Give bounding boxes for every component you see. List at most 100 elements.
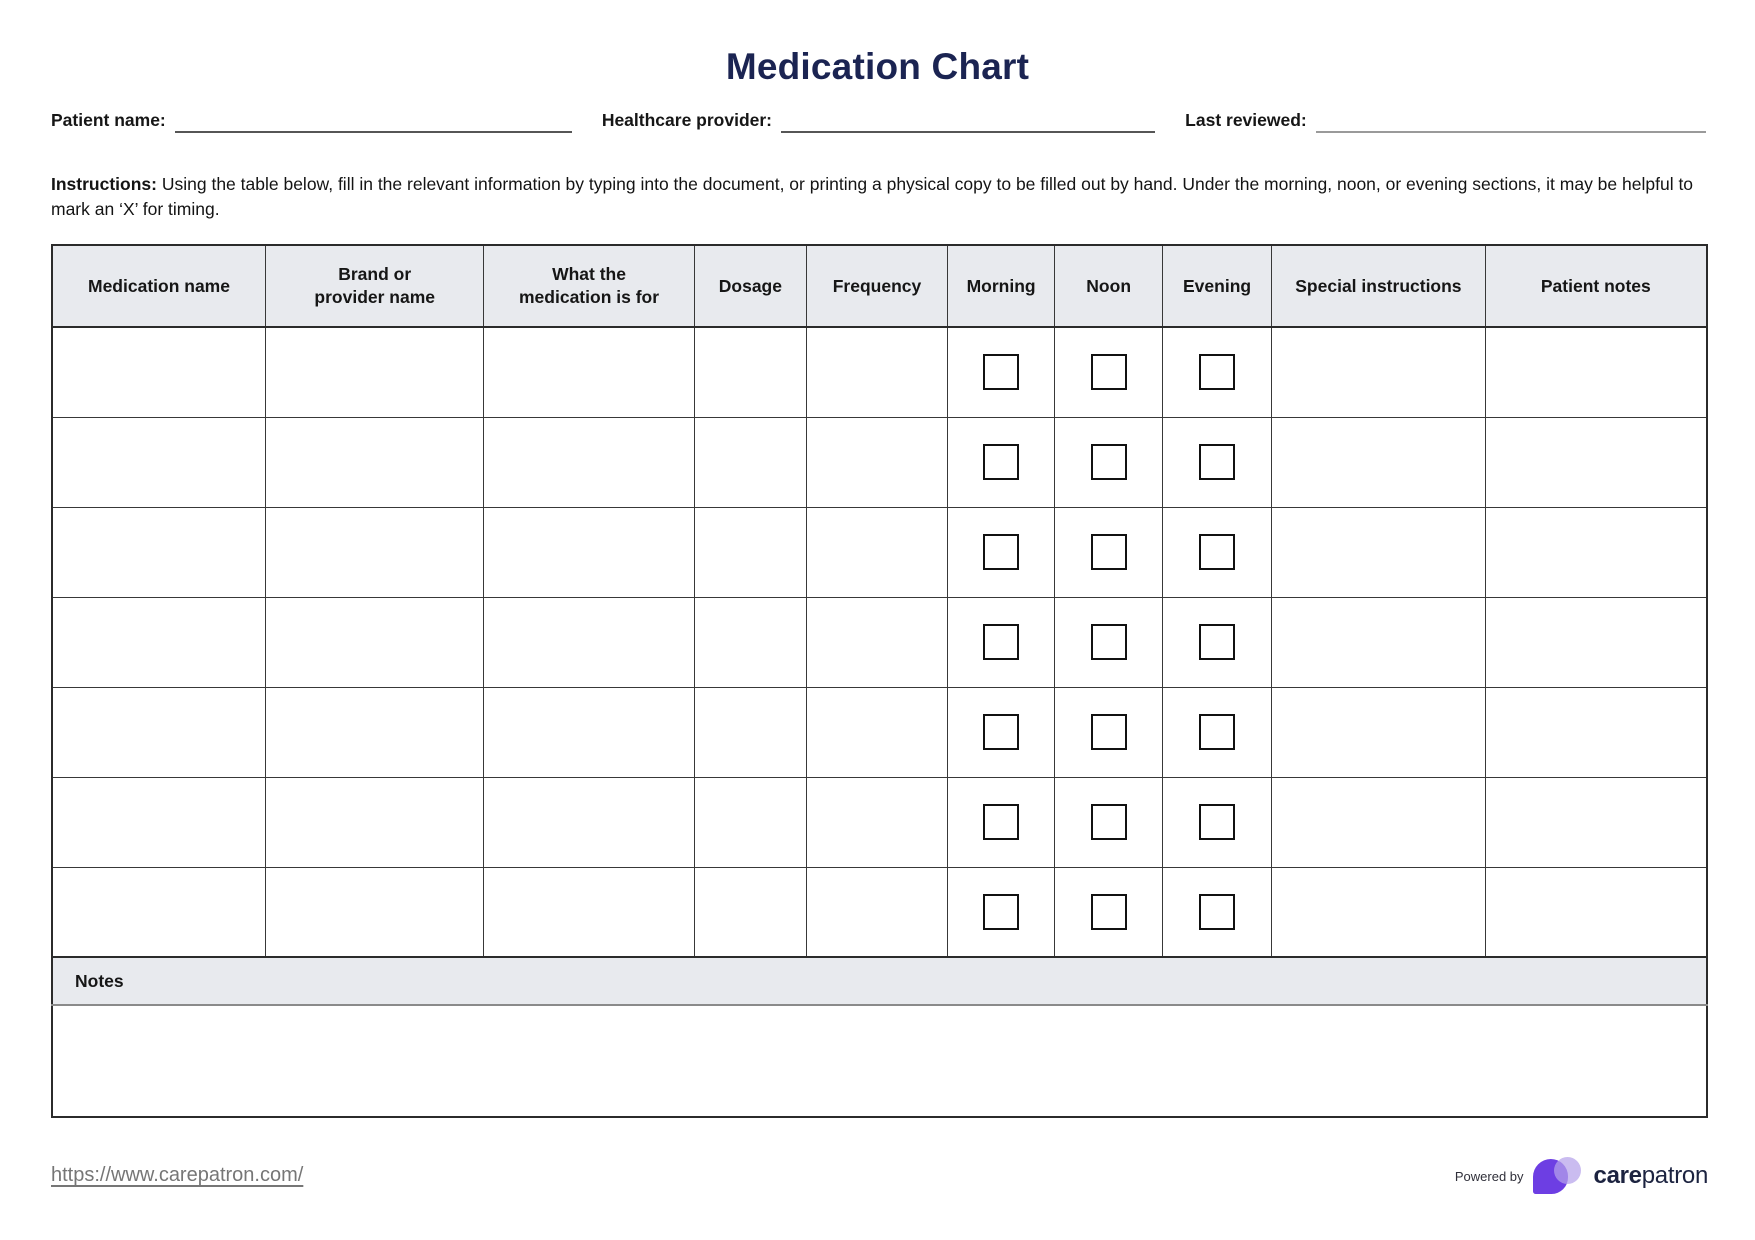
medication-name-cell-row-7[interactable] <box>51 866 266 958</box>
patient-notes-cell-row-6[interactable] <box>1484 776 1708 868</box>
noon-cell-row-5[interactable] <box>1054 686 1163 778</box>
morning-checkbox-row-2[interactable] <box>983 444 1020 480</box>
dosage-cell-row-2[interactable] <box>693 416 808 508</box>
noon-checkbox-row-1[interactable] <box>1090 354 1127 391</box>
frequency-cell-row-7[interactable] <box>806 866 948 958</box>
noon-checkbox-row-4[interactable] <box>1090 624 1127 660</box>
evening-checkbox-row-5[interactable] <box>1199 714 1236 750</box>
noon-cell-row-7[interactable] <box>1054 866 1163 958</box>
noon-checkbox-row-3[interactable] <box>1090 534 1127 570</box>
morning-cell-row-4[interactable] <box>946 596 1056 688</box>
patient-notes-cell-row-1[interactable] <box>1484 326 1708 418</box>
morning-checkbox-row-3[interactable] <box>983 534 1020 570</box>
dosage-cell-row-4[interactable] <box>693 596 808 688</box>
patient-notes-cell-row-7[interactable] <box>1484 866 1708 958</box>
morning-cell-row-3[interactable] <box>946 506 1056 598</box>
morning-cell-row-6[interactable] <box>946 776 1056 868</box>
evening-checkbox-row-6[interactable] <box>1199 804 1236 840</box>
frequency-cell-row-2[interactable] <box>806 416 948 508</box>
evening-checkbox-row-1[interactable] <box>1199 354 1236 391</box>
last-reviewed-input-line[interactable] <box>1315 117 1706 133</box>
noon-checkbox-row-5[interactable] <box>1090 714 1127 750</box>
patient-notes-cell-row-5[interactable] <box>1484 686 1708 778</box>
dosage-cell-row-6[interactable] <box>693 776 808 868</box>
notes-section-label: Notes <box>51 956 1708 1006</box>
medication-name-cell-row-2[interactable] <box>51 416 266 508</box>
notes-input-area[interactable] <box>51 1004 1708 1118</box>
medication-purpose-cell-row-1[interactable] <box>483 326 695 418</box>
brand-provider-name-cell-row-5[interactable] <box>264 686 485 778</box>
brand-provider-name-cell-row-6[interactable] <box>264 776 485 868</box>
patient-notes-cell-row-2[interactable] <box>1484 416 1708 508</box>
healthcare-provider-input-line[interactable] <box>781 117 1156 133</box>
special-instructions-cell-row-4[interactable] <box>1271 596 1486 688</box>
noon-checkbox-row-6[interactable] <box>1090 804 1127 840</box>
medication-purpose-cell-row-3[interactable] <box>483 506 695 598</box>
patient-notes-cell-row-4[interactable] <box>1484 596 1708 688</box>
evening-cell-row-2[interactable] <box>1161 416 1273 508</box>
medication-name-cell-row-6[interactable] <box>51 776 266 868</box>
frequency-cell-row-6[interactable] <box>806 776 948 868</box>
patient-notes-cell-row-3[interactable] <box>1484 506 1708 598</box>
medication-name-cell-row-1[interactable] <box>51 326 266 418</box>
medication-purpose-cell-row-5[interactable] <box>483 686 695 778</box>
evening-cell-row-1[interactable] <box>1161 326 1273 418</box>
noon-checkbox-row-2[interactable] <box>1090 444 1127 480</box>
brand-provider-name-cell-row-1[interactable] <box>264 326 485 418</box>
brand-provider-name-cell-row-3[interactable] <box>264 506 485 598</box>
evening-checkbox-row-4[interactable] <box>1199 624 1236 660</box>
frequency-cell-row-4[interactable] <box>806 596 948 688</box>
column-header-patient-notes: Patient notes <box>1484 244 1708 328</box>
carepatron-link[interactable]: https://www.carepatron.com/ <box>51 1164 304 1186</box>
frequency-cell-row-5[interactable] <box>806 686 948 778</box>
evening-cell-row-4[interactable] <box>1161 596 1273 688</box>
evening-cell-row-6[interactable] <box>1161 776 1273 868</box>
medication-table: Medication name Brand or provider name Wha… <box>51 244 1708 1118</box>
noon-cell-row-4[interactable] <box>1054 596 1163 688</box>
special-instructions-cell-row-5[interactable] <box>1271 686 1486 778</box>
instructions-label: Instructions: <box>51 174 157 194</box>
evening-cell-row-7[interactable] <box>1161 866 1273 958</box>
evening-checkbox-row-2[interactable] <box>1199 444 1236 480</box>
morning-checkbox-row-1[interactable] <box>983 354 1020 391</box>
medication-name-cell-row-4[interactable] <box>51 596 266 688</box>
special-instructions-cell-row-2[interactable] <box>1271 416 1486 508</box>
frequency-cell-row-1[interactable] <box>806 326 948 418</box>
dosage-cell-row-7[interactable] <box>693 866 808 958</box>
special-instructions-cell-row-7[interactable] <box>1271 866 1486 958</box>
frequency-cell-row-3[interactable] <box>806 506 948 598</box>
morning-cell-row-5[interactable] <box>946 686 1056 778</box>
morning-cell-row-7[interactable] <box>946 866 1056 958</box>
evening-cell-row-3[interactable] <box>1161 506 1273 598</box>
morning-checkbox-row-5[interactable] <box>983 714 1020 750</box>
brand-provider-name-cell-row-4[interactable] <box>264 596 485 688</box>
brand-provider-name-cell-row-7[interactable] <box>264 866 485 958</box>
morning-cell-row-2[interactable] <box>946 416 1056 508</box>
medication-purpose-cell-row-2[interactable] <box>483 416 695 508</box>
morning-checkbox-row-7[interactable] <box>983 893 1020 930</box>
medication-purpose-cell-row-4[interactable] <box>483 596 695 688</box>
noon-checkbox-row-7[interactable] <box>1090 893 1127 930</box>
evening-cell-row-5[interactable] <box>1161 686 1273 778</box>
evening-checkbox-row-3[interactable] <box>1199 534 1236 570</box>
special-instructions-cell-row-3[interactable] <box>1271 506 1486 598</box>
noon-cell-row-3[interactable] <box>1054 506 1163 598</box>
morning-checkbox-row-4[interactable] <box>983 624 1020 660</box>
dosage-cell-row-1[interactable] <box>693 326 808 418</box>
noon-cell-row-2[interactable] <box>1054 416 1163 508</box>
evening-checkbox-row-7[interactable] <box>1199 893 1236 930</box>
special-instructions-cell-row-6[interactable] <box>1271 776 1486 868</box>
medication-name-cell-row-3[interactable] <box>51 506 266 598</box>
medication-purpose-cell-row-6[interactable] <box>483 776 695 868</box>
morning-checkbox-row-6[interactable] <box>983 804 1020 840</box>
special-instructions-cell-row-1[interactable] <box>1271 326 1486 418</box>
medication-purpose-cell-row-7[interactable] <box>483 866 695 958</box>
dosage-cell-row-5[interactable] <box>693 686 808 778</box>
dosage-cell-row-3[interactable] <box>693 506 808 598</box>
patient-name-input-line[interactable] <box>174 117 572 133</box>
medication-name-cell-row-5[interactable] <box>51 686 266 778</box>
brand-provider-name-cell-row-2[interactable] <box>264 416 485 508</box>
morning-cell-row-1[interactable] <box>946 326 1056 418</box>
noon-cell-row-1[interactable] <box>1054 326 1163 418</box>
noon-cell-row-6[interactable] <box>1054 776 1163 868</box>
